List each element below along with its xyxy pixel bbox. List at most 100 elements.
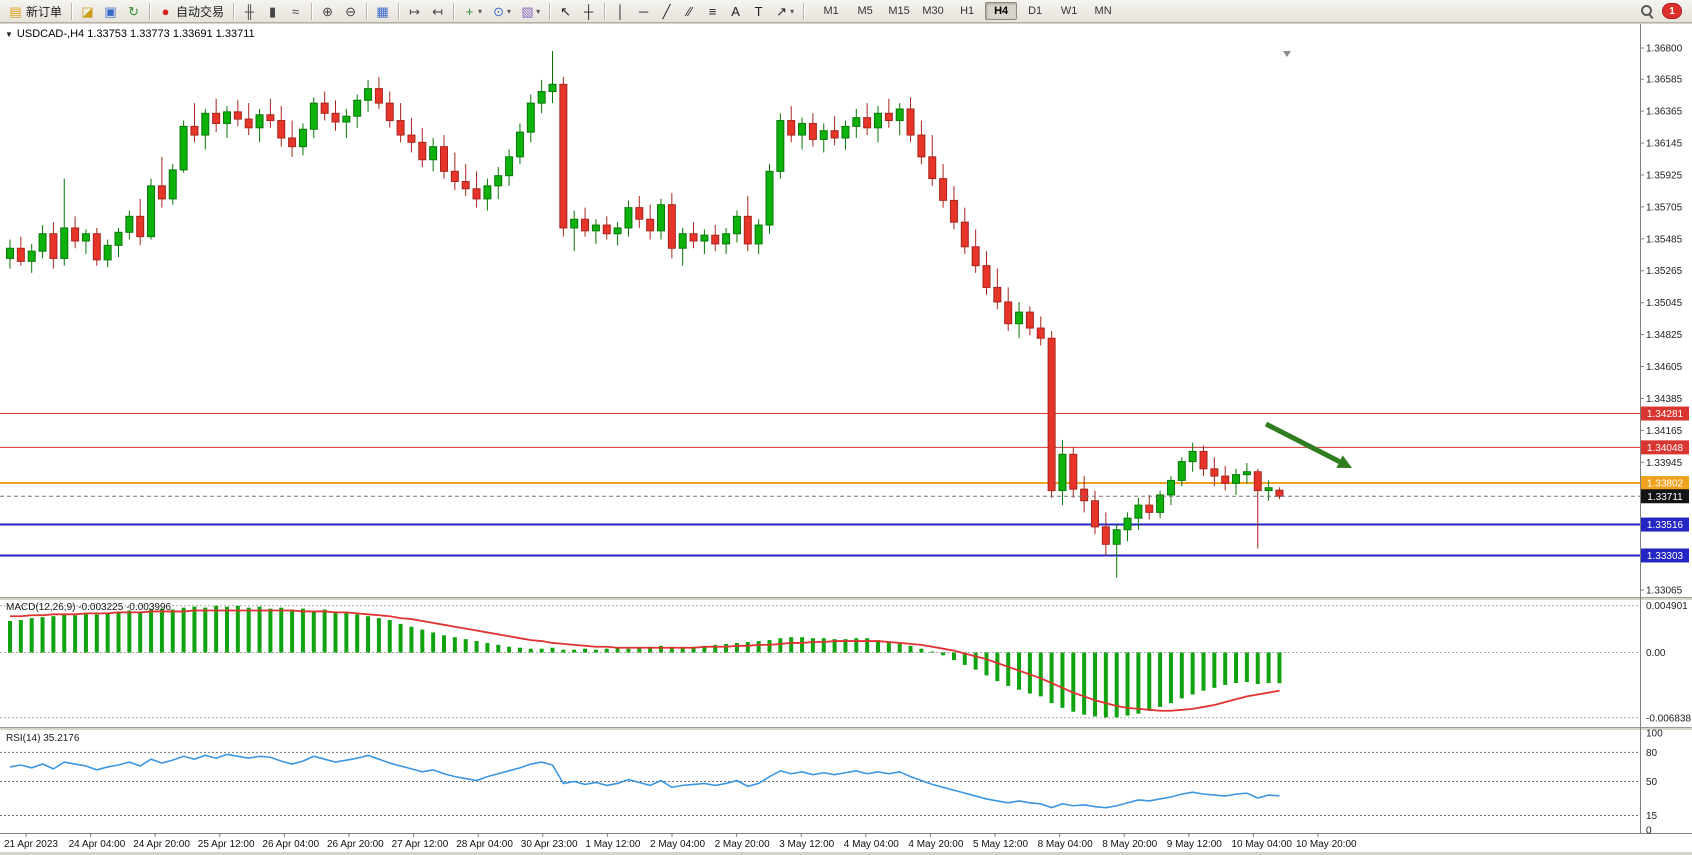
trendline-button[interactable]: ╱ (656, 1, 677, 22)
timeframe-d1-button[interactable]: D1 (1028, 5, 1043, 17)
timeframe-m5-button[interactable]: M5 (857, 5, 873, 17)
panel-divider[interactable] (0, 597, 1692, 600)
svg-text:1.34281: 1.34281 (1647, 409, 1684, 420)
chart-shift-button[interactable]: ↤ (427, 1, 448, 22)
horizontal-line-button[interactable]: ─ (633, 1, 654, 22)
autotrading-button[interactable]: ● 自动交易 (155, 1, 228, 22)
svg-text:0.00: 0.00 (1646, 648, 1666, 659)
zoom-out-button[interactable]: ⊖ (340, 1, 361, 22)
toolbar-separator (71, 2, 73, 20)
drawn-arrow-head (1336, 455, 1352, 468)
svg-text:4 May 20:00: 4 May 20:00 (908, 839, 963, 850)
svg-text:27 Apr 12:00: 27 Apr 12:00 (392, 839, 449, 850)
svg-text:4 May 04:00: 4 May 04:00 (844, 839, 899, 850)
notification-badge[interactable]: 1 (1662, 3, 1682, 19)
svg-text:0.004901: 0.004901 (1646, 601, 1688, 612)
new-chart-icon: ◪ (81, 3, 94, 19)
zoom-in-button[interactable]: ⊕ (317, 1, 338, 22)
candles (6, 50, 1284, 578)
svg-text:1.34605: 1.34605 (1646, 362, 1683, 373)
svg-text:1.34385: 1.34385 (1646, 394, 1683, 405)
svg-text:1.34048: 1.34048 (1647, 443, 1684, 454)
caret-down-icon: ▾ (536, 6, 541, 16)
svg-text:3 May 12:00: 3 May 12:00 (779, 839, 834, 850)
svg-text:1.33065: 1.33065 (1646, 586, 1683, 597)
profiles-button[interactable]: ▣ (100, 1, 121, 22)
svg-text:9 May 12:00: 9 May 12:00 (1167, 839, 1222, 850)
search-icon[interactable] (1640, 4, 1654, 18)
label-button[interactable]: T (748, 1, 769, 22)
toolbar-separator (149, 2, 151, 20)
svg-text:30 Apr 23:00: 30 Apr 23:00 (521, 839, 578, 850)
svg-text:1.33711: 1.33711 (1647, 492, 1683, 503)
svg-text:2 May 04:00: 2 May 04:00 (650, 839, 705, 850)
svg-text:28 Apr 04:00: 28 Apr 04:00 (456, 839, 513, 850)
svg-text:1.33516: 1.33516 (1647, 520, 1684, 531)
chart-menu-icon[interactable]: ▼ (5, 29, 13, 39)
toolbar-right: 1 (1640, 3, 1688, 19)
caret-down-icon: ▾ (790, 6, 795, 16)
svg-text:1.36365: 1.36365 (1646, 107, 1683, 118)
timeframe-mn-button[interactable]: MN (1094, 5, 1112, 17)
templates-button[interactable]: ▧ ▾ (517, 1, 544, 22)
auto-scroll-button[interactable]: ↦ (404, 1, 425, 22)
svg-text:1.33802: 1.33802 (1647, 479, 1684, 490)
new-order-button[interactable]: ▤ 新订单 (5, 1, 66, 22)
timeframe-m1-button[interactable]: M1 (823, 5, 839, 17)
price-tags: 1.34281 1.34048 1.33802 1.33516 1.33303 1.337… (1641, 406, 1689, 563)
svg-text:10 May 04:00: 10 May 04:00 (1231, 839, 1292, 850)
toolbar: ▤ 新订单 ◪ ▣ ↻ ● 自动交易 ╫ ▮ ≈ ⊕ ⊖ ▦ ↦ ↤ + ▾ ⊙ ▾ ▧ ▾ ↖ ┼ │ ─ ╱ ∕∕ ≡ A T ↗ ▾ M… (0, 0, 1692, 23)
timeframe-h4-button[interactable]: H4 (985, 2, 1018, 20)
svg-text:26 Apr 20:00: 26 Apr 20:00 (327, 839, 384, 850)
svg-text:15: 15 (1646, 811, 1658, 822)
svg-text:1.34825: 1.34825 (1646, 330, 1683, 341)
crosshair-icon: ┼ (583, 3, 594, 19)
timeframe-m30-button[interactable]: M30 (922, 5, 944, 17)
cursor-button[interactable]: ↖ (555, 1, 576, 22)
svg-text:1.35045: 1.35045 (1646, 298, 1683, 309)
svg-text:8 May 04:00: 8 May 04:00 (1038, 839, 1093, 850)
chart-shift-marker[interactable] (1283, 51, 1291, 57)
indicator-axis-labels: 0.004901 0.00 -0.006838 100 80 50 15 0 (1646, 601, 1691, 836)
macd-histogram (8, 605, 1282, 718)
new-order-button-label: 新订单 (26, 4, 63, 19)
fibonacci-icon: ≡ (708, 3, 717, 19)
cursor-icon: ↖ (560, 3, 572, 19)
svg-text:1.35265: 1.35265 (1646, 266, 1683, 277)
fibonacci-button[interactable]: ≡ (702, 1, 723, 22)
svg-text:21 Apr 2023: 21 Apr 2023 (4, 839, 58, 850)
indicators-button[interactable]: + ▾ (459, 1, 486, 22)
bar-chart-button[interactable]: ╫ (239, 1, 260, 22)
svg-text:25 Apr 12:00: 25 Apr 12:00 (198, 839, 255, 850)
timeframe-w1-button[interactable]: W1 (1060, 5, 1078, 17)
line-chart-button[interactable]: ≈ (285, 1, 306, 22)
channel-button[interactable]: ∕∕ (679, 1, 700, 22)
timeframe-m15-button[interactable]: M15 (888, 5, 910, 17)
timeframe-h1-button[interactable]: H1 (960, 5, 975, 17)
svg-text:1.35925: 1.35925 (1646, 170, 1683, 181)
arrows-button[interactable]: ↗ ▾ (771, 1, 798, 22)
vertical-line-button[interactable]: │ (610, 1, 631, 22)
refresh-button[interactable]: ↻ (123, 1, 144, 22)
vertical-line-icon: │ (616, 3, 625, 19)
toolbar-separator (311, 2, 313, 20)
tile-windows-icon: ▦ (376, 3, 389, 19)
panel-divider[interactable] (0, 727, 1692, 730)
clock-icon: ⊙ (493, 3, 504, 19)
tile-windows-button[interactable]: ▦ (372, 1, 393, 22)
candlestick-chart-button[interactable]: ▮ (262, 1, 283, 22)
svg-text:1.36145: 1.36145 (1646, 139, 1683, 150)
svg-text:-0.006838: -0.006838 (1646, 713, 1691, 724)
macd-indicator-label: MACD(12,26,9) -0.003225 -0.003996 (6, 602, 172, 613)
line-chart-icon: ≈ (291, 3, 300, 19)
svg-text:1.36585: 1.36585 (1646, 75, 1683, 86)
arrow-object-icon: ↗ (776, 3, 788, 19)
periods-button[interactable]: ⊙ ▾ (488, 1, 515, 22)
svg-text:10 May 20:00: 10 May 20:00 (1296, 839, 1357, 850)
svg-text:100: 100 (1646, 729, 1663, 740)
new-chart-button[interactable]: ◪ (77, 1, 98, 22)
text-button[interactable]: A (725, 1, 746, 22)
toolbar-separator (453, 2, 455, 20)
crosshair-button[interactable]: ┼ (578, 1, 599, 22)
drawn-arrow[interactable] (1264, 421, 1341, 464)
